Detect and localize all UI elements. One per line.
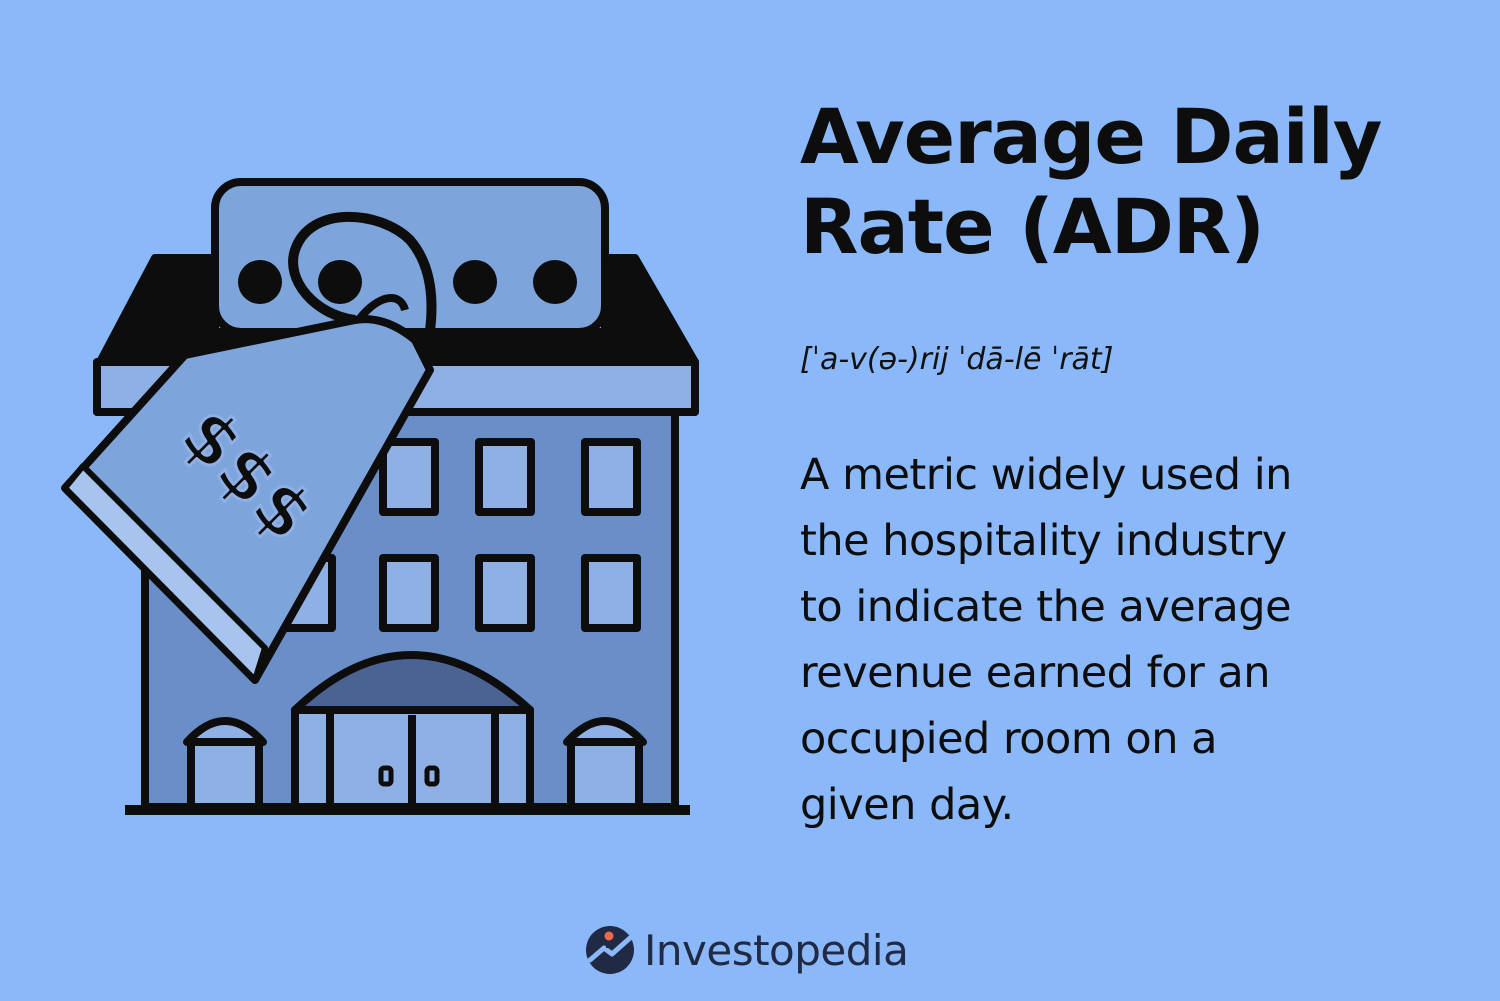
brand-logo: Investopedia	[584, 920, 909, 980]
definition-text: A metric widely used in the hospitality …	[800, 442, 1400, 838]
price-tag-icon: $$$	[61, 211, 437, 684]
title-line-1: Average Daily	[800, 92, 1382, 181]
definition-line: to indicate the average	[800, 582, 1292, 632]
definition-line: the hospitality industry	[800, 516, 1287, 566]
pronunciation-text: [ˈa-v(ə-)rij ˈdā-lē ˈrāt]	[800, 342, 1114, 377]
definition-line: revenue earned for an	[800, 648, 1271, 698]
definition-line: occupied room on a	[800, 714, 1218, 764]
definition-line: A metric widely used in	[800, 450, 1292, 500]
title-line-2: Rate (ADR)	[800, 182, 1265, 271]
brand-name: Investopedia	[644, 925, 909, 975]
page-title: Average Daily Rate (ADR)	[800, 92, 1440, 272]
definition-line: given day.	[800, 780, 1014, 830]
hotel-price-tag-illustration: $$$	[61, 178, 699, 815]
investopedia-logo-icon	[586, 926, 634, 974]
